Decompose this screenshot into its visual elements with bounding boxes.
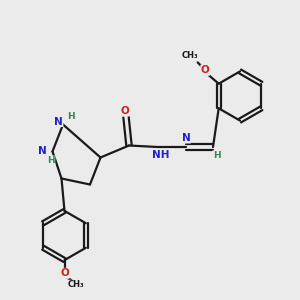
Text: H: H [213,151,220,160]
Text: H: H [67,112,74,121]
Text: CH₃: CH₃ [68,280,84,289]
Text: NH: NH [152,150,169,161]
Text: CH₃: CH₃ [182,51,199,60]
Text: O: O [201,65,210,75]
Text: O: O [60,268,69,278]
Text: N: N [182,133,190,143]
Text: O: O [120,106,129,116]
Text: H: H [47,156,55,165]
Text: N: N [54,116,63,127]
Text: N: N [38,146,46,157]
